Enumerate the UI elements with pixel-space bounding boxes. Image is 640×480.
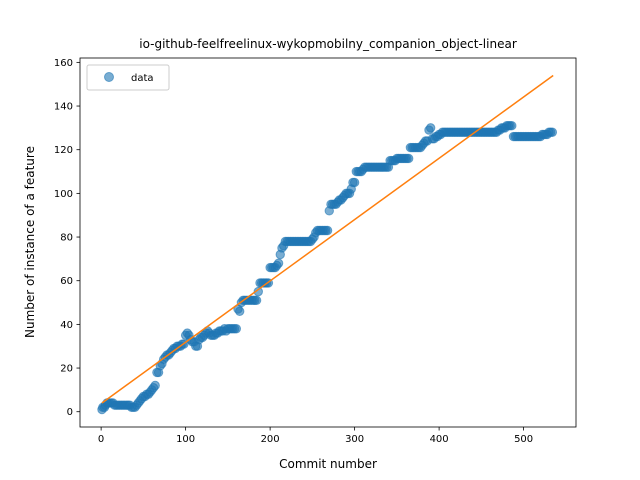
data-point	[547, 127, 558, 137]
data-point	[507, 120, 517, 131]
y-tick-label: 160	[54, 58, 73, 69]
legend: data	[86, 64, 170, 91]
x-tick-label: 500	[514, 434, 533, 445]
y-tick-label: 60	[60, 276, 73, 287]
data-point	[425, 123, 436, 133]
data-point	[251, 295, 262, 306]
y-axis-label: Number of instance of a feature	[23, 146, 37, 338]
data-point	[349, 177, 360, 188]
y-tick-label: 20	[60, 364, 73, 375]
data-point	[322, 225, 333, 236]
data-point	[273, 258, 284, 268]
y-tick-label: 80	[60, 233, 73, 244]
x-axis-label: Commit number	[279, 457, 377, 471]
y-tick-label: 100	[54, 189, 73, 200]
x-tick-label: 200	[261, 434, 280, 445]
y-tick-label: 40	[60, 320, 73, 331]
data-point	[150, 380, 160, 391]
axes-frame	[79, 57, 577, 428]
linear-fit-line	[101, 74, 554, 404]
legend-box	[86, 64, 170, 91]
plot-area	[97, 74, 558, 415]
data-point	[253, 286, 263, 297]
y-axis: 0 20 40 60 80 100 120 140 160	[54, 58, 80, 418]
y-tick-label: 120	[54, 145, 73, 156]
y-tick-label: 0	[67, 407, 73, 418]
chart-title: io-github-feelfreelinux-wykopmobilny_com…	[139, 37, 517, 51]
y-tick-label: 140	[54, 102, 73, 113]
x-tick-label: 0	[98, 434, 104, 445]
x-tick-label: 300	[345, 434, 364, 445]
data-point	[231, 324, 242, 334]
data-point	[235, 306, 245, 316]
x-tick-label: 400	[430, 434, 449, 445]
x-tick-label: 100	[176, 434, 195, 445]
legend-label: data	[131, 73, 154, 84]
legend-marker	[104, 72, 114, 82]
x-axis: 0 100 200 300 400 500	[98, 427, 533, 445]
data-point	[404, 153, 414, 164]
